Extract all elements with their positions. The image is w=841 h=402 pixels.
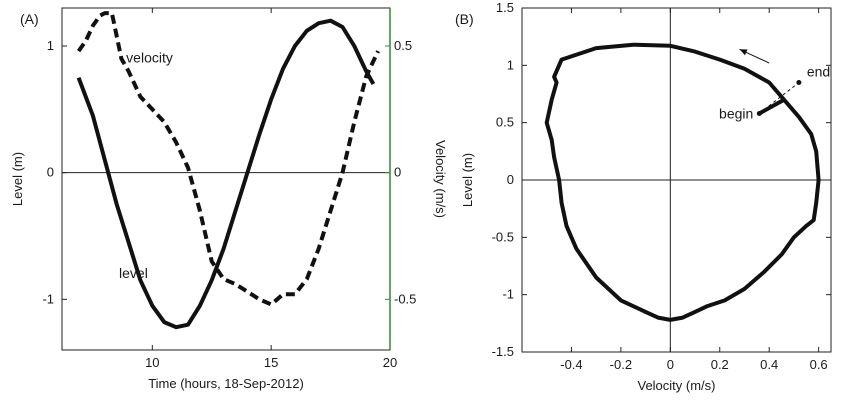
x-tick-label: -0.2 [610, 357, 632, 372]
right-tick-label: 0 [394, 165, 401, 180]
y-axis-label: Level (m) [460, 153, 475, 207]
panel-a: 10 15 20 -1 0 1 -0.5 0 0.5 Velocity (m/s) Time (ho… [10, 7, 448, 391]
annotation-end: end [807, 64, 830, 80]
series-line-level [76, 18, 376, 330]
series-line-velocity [76, 11, 380, 307]
y-tick-label: -0.5 [492, 229, 514, 244]
y-axis-label: Level (m) [10, 152, 25, 206]
y-tick-label: 1 [47, 38, 54, 53]
x-axis-label: Velocity (m/s) [637, 378, 715, 393]
panel-label: (B) [455, 11, 474, 27]
panel-label: (A) [20, 11, 39, 27]
direction-arrow-head [739, 49, 748, 56]
y-tick-label: 0 [507, 172, 514, 187]
right-tick-label: 0.5 [394, 38, 412, 53]
y-tick-label: -1.5 [492, 344, 514, 359]
x-tick-label: 0 [667, 357, 674, 372]
x-tick-label: 0.2 [711, 357, 729, 372]
x-axis-label: Time (hours, 18-Sep-2012) [148, 376, 304, 391]
x-tick-label: 15 [264, 355, 278, 370]
y-tick-label: -1 [502, 287, 514, 302]
x-tick-label: 10 [145, 355, 159, 370]
y-axis-label-right: Velocity (m/s) [433, 140, 448, 218]
panel-b: -0.4 -0.2 0 0.2 0.4 0.6 -1.5 -1 -0.5 0 0.5 1 1.5 Velo… [455, 0, 832, 393]
annotation-begin: begin [719, 105, 753, 121]
annotation-velocity: velocity [126, 50, 173, 66]
y-tick-label: 0.5 [496, 115, 514, 130]
x-tick-label: 20 [383, 355, 397, 370]
right-tick-label: -0.5 [394, 291, 416, 306]
y-tick-label: 1 [507, 57, 514, 72]
series-line-trace-0 [544, 42, 821, 322]
x-tick-label: -0.4 [560, 357, 582, 372]
y-tick-label: 1.5 [496, 0, 514, 15]
y-tick-label: 0 [47, 165, 54, 180]
x-tick-label: 0.6 [810, 357, 828, 372]
y-tick-label: -1 [42, 291, 54, 306]
x-tick-label: 0.4 [760, 357, 778, 372]
begin-end-leader [759, 82, 800, 114]
annotation-level: level [119, 265, 148, 281]
